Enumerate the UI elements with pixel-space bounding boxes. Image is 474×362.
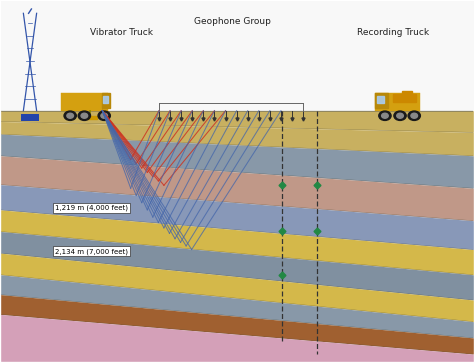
Text: Vibrator Truck: Vibrator Truck <box>90 28 153 37</box>
Circle shape <box>394 111 406 121</box>
Bar <box>21 114 38 121</box>
Text: Geophone Group: Geophone Group <box>194 17 271 26</box>
Circle shape <box>67 113 73 118</box>
Bar <box>102 93 110 108</box>
Circle shape <box>98 111 110 121</box>
Bar <box>393 94 416 102</box>
Text: Recording Truck: Recording Truck <box>357 28 429 37</box>
Circle shape <box>382 113 388 118</box>
Circle shape <box>78 111 91 121</box>
Circle shape <box>81 113 88 118</box>
Circle shape <box>64 111 76 121</box>
Text: 2,134 m (7,000 feet): 2,134 m (7,000 feet) <box>55 248 128 254</box>
Circle shape <box>408 111 420 121</box>
Circle shape <box>379 111 391 121</box>
Bar <box>375 93 420 111</box>
Bar <box>61 93 108 111</box>
Circle shape <box>397 113 403 118</box>
Bar <box>103 96 109 103</box>
Bar <box>375 93 388 108</box>
Bar <box>402 91 412 96</box>
Text: 1,219 m (4,000 feet): 1,219 m (4,000 feet) <box>55 205 128 211</box>
Circle shape <box>411 113 418 118</box>
Bar <box>377 96 384 103</box>
Circle shape <box>101 113 108 118</box>
Bar <box>84 116 97 119</box>
